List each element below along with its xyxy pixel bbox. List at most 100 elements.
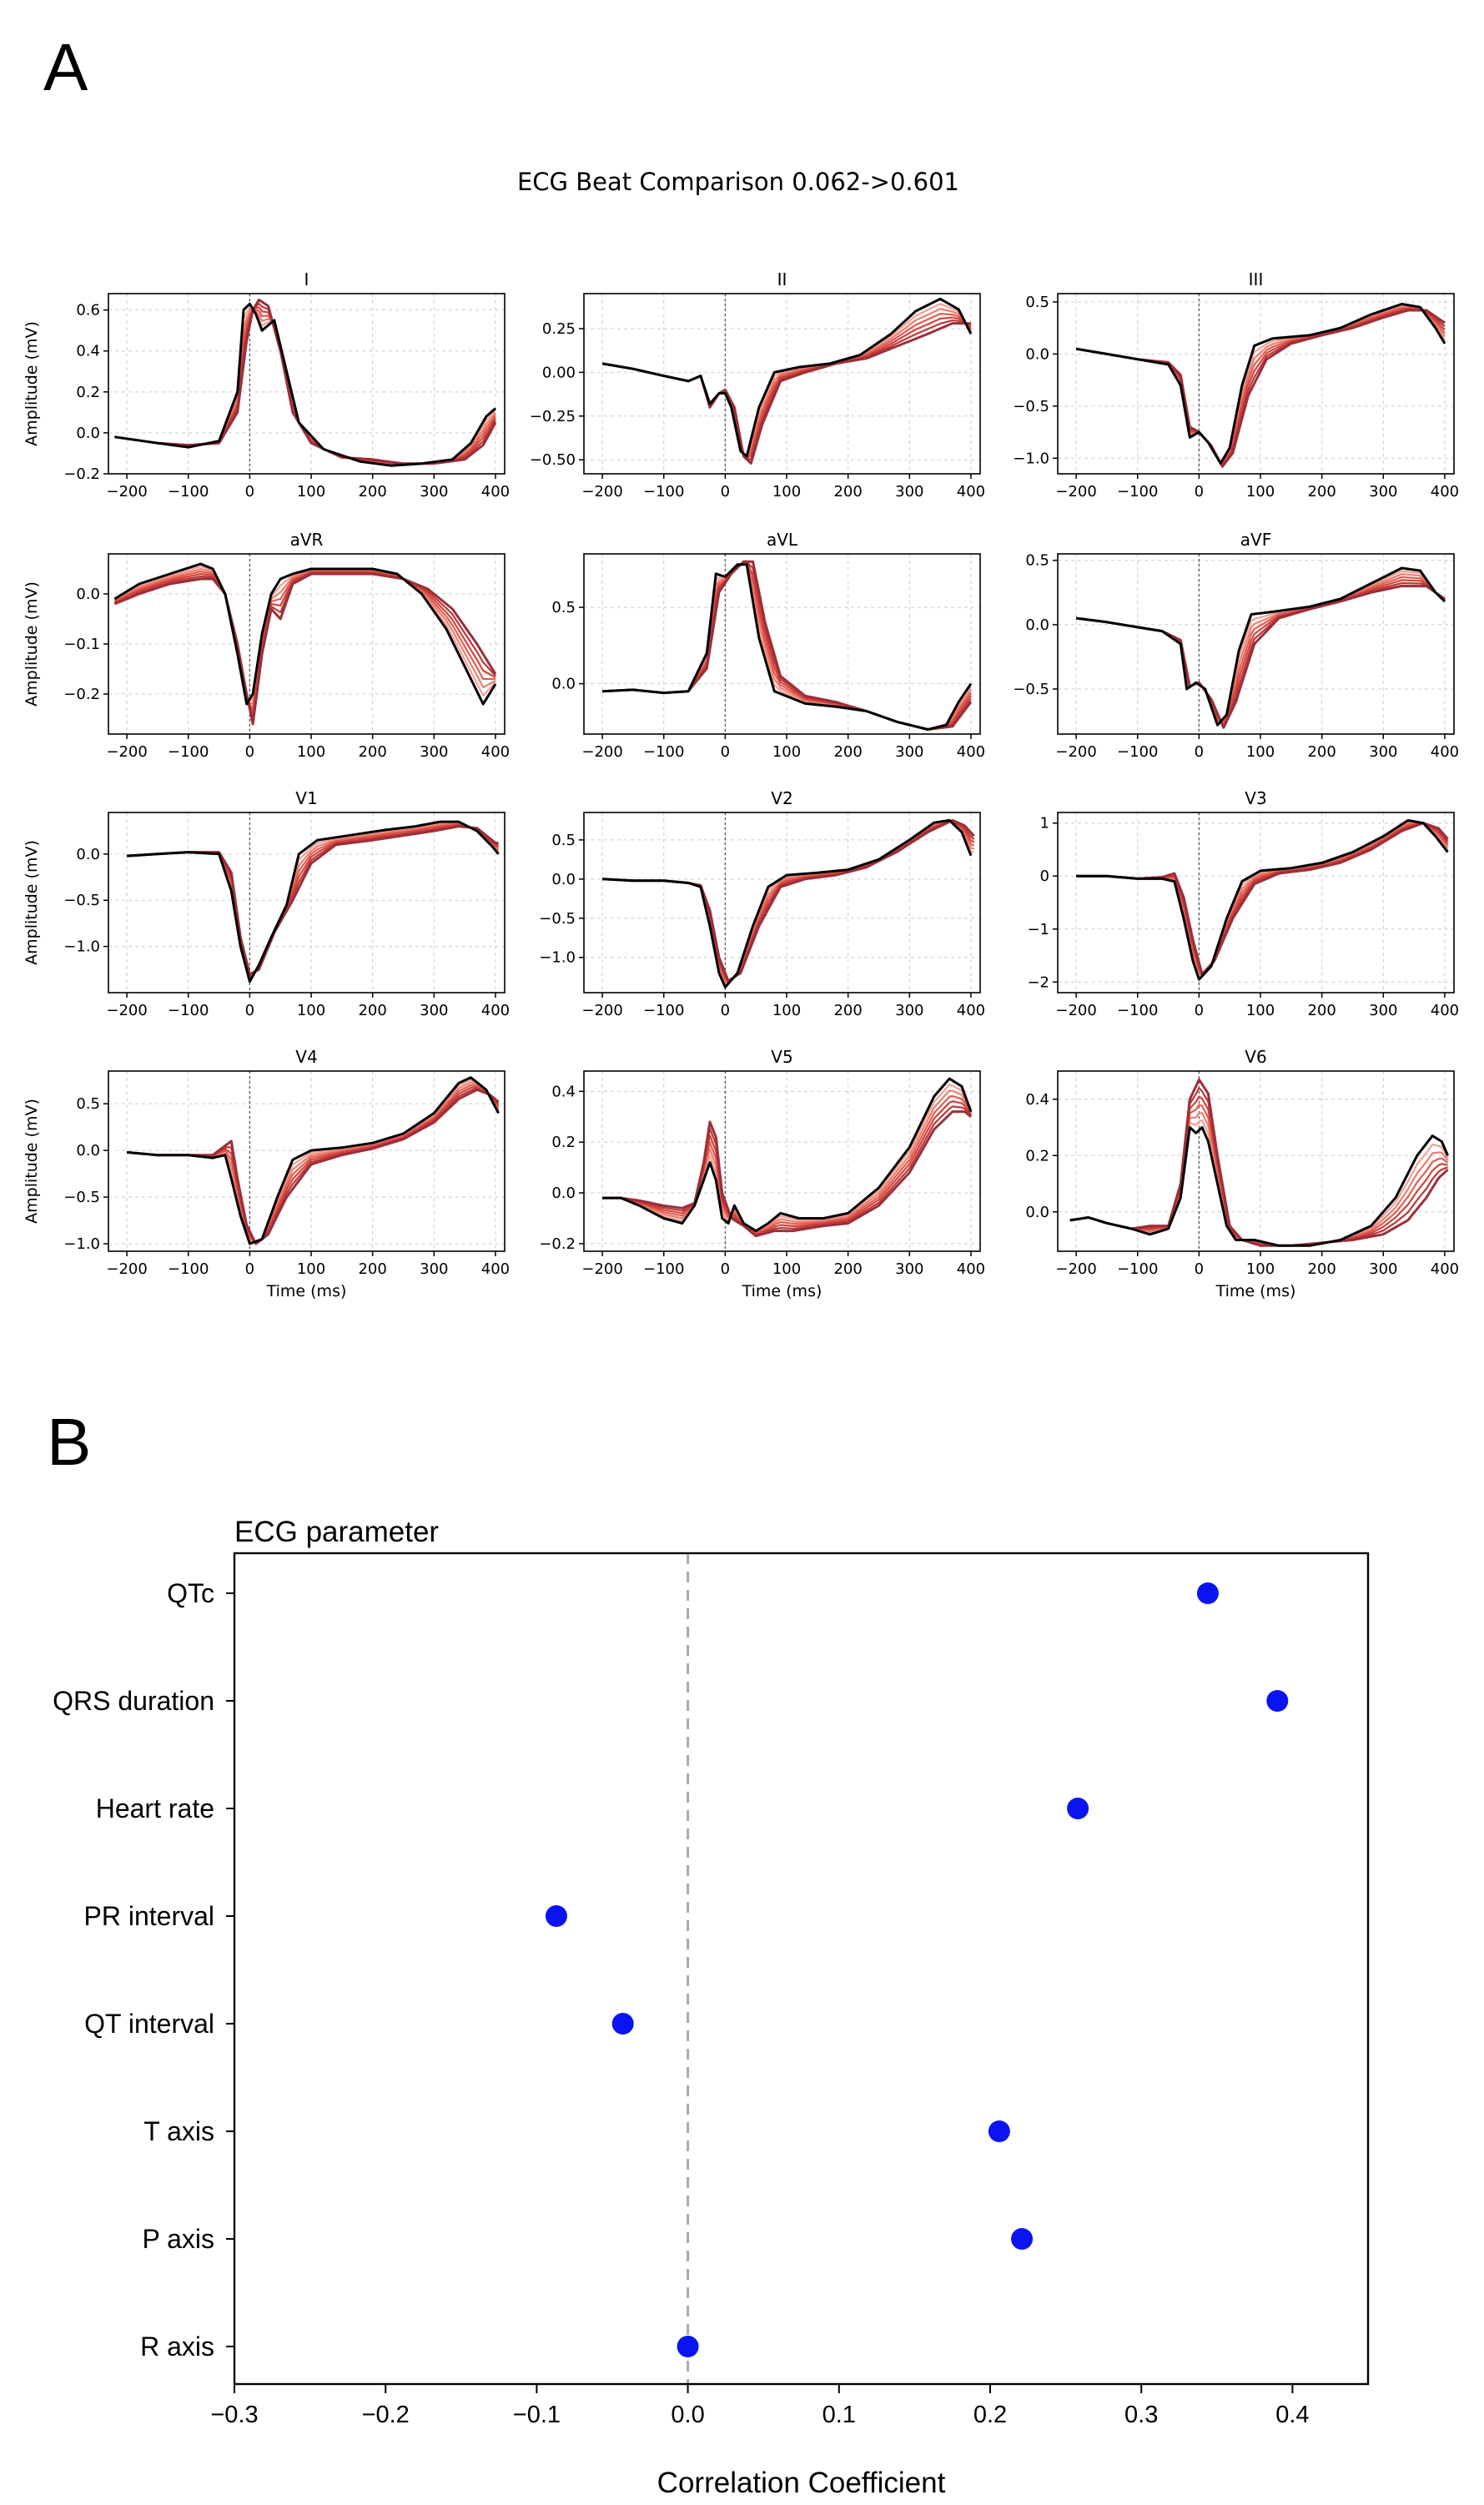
category-label: QRS duration: [53, 1686, 214, 1716]
lead-title: V5: [771, 1047, 792, 1067]
x-tick-label: 0: [1195, 483, 1204, 500]
y-tick-label: −1.0: [63, 1235, 100, 1253]
shifted-beat-line: [114, 308, 496, 465]
shifted-beat-line: [127, 825, 499, 976]
lead-plot-II: II −200 −100 0 100 200 300 400 −0.50 −0.25 0.00 0.2…: [530, 269, 985, 500]
shifted-beat-line: [126, 1088, 500, 1245]
y-tick-label: 0.0: [551, 871, 576, 888]
x-tick-label: −200: [581, 1260, 622, 1278]
x-tick-label: 400: [1431, 483, 1459, 500]
y-tick-label: −0.2: [539, 1235, 576, 1253]
scatter-title: ECG parameter: [234, 1516, 439, 1548]
shifted-beat-line: [601, 322, 972, 465]
y-tick-label: 0.5: [76, 1095, 100, 1113]
lead-plot-V4: V4 −200 −100 0 100 200 300 400 −1.0 −0.5 0.0 0.5 Amp…: [23, 1047, 510, 1300]
y-tick-label: −0.2: [63, 465, 100, 483]
reference-beat-line: [1069, 1126, 1449, 1247]
shifted-beat-line: [1069, 1087, 1448, 1247]
plot-frame: [1057, 1070, 1455, 1252]
x-tick-label: −100: [168, 743, 209, 761]
data-point: [1266, 1690, 1289, 1712]
y-tick-label: 0.0: [551, 1185, 576, 1202]
shifted-beat-line: [1076, 822, 1449, 977]
x-tick-label: −100: [643, 483, 684, 500]
reference-beat-line: [1076, 819, 1449, 981]
x-tick-label: 400: [481, 483, 510, 500]
category-label: R axis: [140, 2331, 214, 2362]
y-axis-label: Amplitude (mV): [23, 1099, 41, 1224]
x-tick-label: 100: [772, 743, 801, 761]
shifted-beat-line: [1075, 306, 1446, 465]
shifted-beat-line: [114, 298, 497, 465]
reference-beat-line: [602, 563, 973, 731]
shifted-beat-line: [114, 306, 496, 465]
plot-frame: [583, 1070, 981, 1252]
y-tick-label: 0.2: [1025, 1147, 1049, 1164]
y-tick-label: −0.5: [63, 1189, 100, 1206]
x-tick-label: 300: [895, 1002, 923, 1019]
x-tick-label: −100: [1117, 483, 1158, 500]
y-tick-label: 0.00: [542, 364, 576, 381]
y-tick-label: −0.5: [63, 892, 100, 909]
x-tick-label: −200: [1055, 1002, 1096, 1019]
shifted-beat-line: [113, 572, 497, 726]
lead-title: V2: [771, 788, 792, 808]
lead-title: I: [304, 269, 309, 289]
y-tick-label: 0.0: [1025, 345, 1049, 363]
x-tick-label: 100: [297, 1260, 325, 1278]
x-tick-label: 300: [1369, 1002, 1397, 1019]
x-tick-label: 200: [1307, 483, 1336, 500]
category-label: T axis: [143, 2116, 214, 2146]
shifted-beat-line: [1069, 1095, 1448, 1247]
y-tick-label: 0.0: [1025, 616, 1049, 634]
x-tick-label: −100: [1117, 1260, 1158, 1278]
panel-label-a: A: [43, 30, 88, 104]
category-label: Heart rate: [96, 1793, 214, 1823]
x-tick-label: −100: [643, 1002, 684, 1019]
y-tick-label: 0: [1040, 868, 1049, 885]
shifted-beat-line: [602, 561, 972, 731]
shifted-beat-line: [1076, 822, 1449, 977]
y-tick-label: −0.25: [530, 408, 576, 425]
x-tick-label: 0: [721, 1002, 730, 1019]
category-label: P axis: [142, 2224, 214, 2254]
lead-title: aVR: [290, 530, 324, 550]
x-tick-label: 400: [481, 1260, 510, 1278]
lead-title: V6: [1245, 1047, 1266, 1067]
shifted-beat-line: [113, 571, 496, 721]
x-tick-label: 100: [297, 483, 325, 500]
panel-label-b: B: [47, 1405, 91, 1479]
x-tick-label: 100: [772, 1260, 801, 1278]
x-tick-label: 0.2: [973, 2402, 1007, 2428]
x-axis-label: Time (ms): [742, 1282, 822, 1300]
x-tick-label: 100: [772, 1002, 801, 1019]
shifted-beat-line: [602, 560, 973, 731]
x-tick-label: 200: [833, 743, 862, 761]
x-tick-label: −200: [1055, 1260, 1096, 1278]
x-tick-label: 0.4: [1275, 2402, 1309, 2428]
x-tick-label: −200: [1055, 483, 1096, 500]
reference-beat-line: [602, 818, 973, 988]
x-tick-label: 300: [1369, 483, 1397, 500]
x-tick-label: 200: [1307, 1260, 1336, 1278]
y-tick-label: −0.5: [539, 910, 576, 928]
y-axis-label: Amplitude (mV): [23, 840, 41, 965]
data-point: [545, 1905, 567, 1927]
y-tick-label: −1.0: [63, 938, 100, 956]
x-tick-label: 100: [1246, 1002, 1275, 1019]
shifted-beat-line: [602, 1110, 972, 1238]
x-tick-label: −200: [106, 1002, 147, 1019]
shifted-beat-line: [1075, 309, 1446, 468]
x-tick-label: −200: [581, 1002, 622, 1019]
y-tick-label: 0.5: [551, 832, 576, 849]
reference-beat-line: [113, 562, 497, 706]
y-tick-label: −0.5: [1013, 398, 1049, 415]
x-tick-label: 200: [358, 1260, 386, 1278]
lead-title: V4: [295, 1047, 317, 1067]
x-tick-label: 0: [1195, 743, 1204, 761]
y-axis-label: Amplitude (mV): [23, 581, 41, 707]
shifted-beat-line: [114, 306, 496, 466]
x-tick-label: −200: [581, 483, 622, 500]
reference-beat-line: [601, 297, 973, 458]
plot-frame: [583, 812, 981, 993]
